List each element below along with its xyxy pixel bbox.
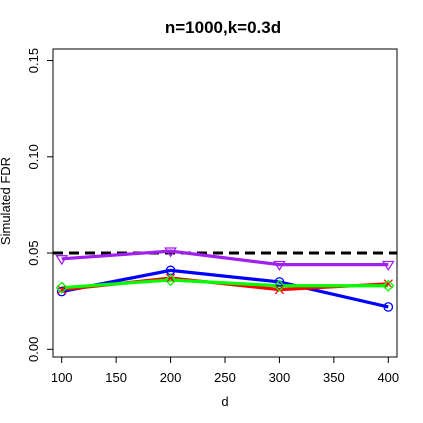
- data-point-triangle: [164, 247, 177, 258]
- data-point-diamond: [273, 279, 286, 292]
- data-point-circle: [56, 286, 67, 297]
- x-tick-label: 350: [323, 370, 345, 385]
- x-tick-label: 150: [105, 370, 127, 385]
- data-point-triangle: [55, 255, 69, 266]
- plot-frame: [52, 48, 398, 358]
- plot-layer: 100 150 200 250 300 350 400 0.00 0.05 0.10 0.15: [26, 48, 399, 385]
- series-line: [61, 268, 389, 309]
- data-point-diamond: [55, 281, 68, 294]
- y-tick-label: 0.05: [26, 240, 41, 265]
- series-line: [61, 278, 389, 290]
- x-tick-label: 100: [51, 370, 73, 385]
- x-tick-label: 200: [160, 370, 182, 385]
- x-tick-label: 400: [377, 370, 399, 385]
- y-tick-label: 0.10: [26, 144, 41, 169]
- series-line: [61, 249, 389, 267]
- data-point-cross: [57, 284, 67, 295]
- y-tick-label: 0.15: [26, 48, 41, 73]
- data-point-cross: [165, 273, 176, 283]
- data-point-cross: [383, 279, 393, 289]
- x-axis-label: d: [221, 394, 228, 409]
- chart-title: n=1000,k=0.3d: [165, 18, 281, 37]
- data-point-triangle: [273, 260, 286, 272]
- data-point-triangle: [381, 260, 395, 272]
- data-point-circle: [274, 277, 285, 287]
- data-point-circle: [383, 302, 394, 312]
- data-point-cross: [274, 284, 285, 295]
- x-tick-label: 250: [214, 370, 236, 385]
- data-point-diamond: [382, 279, 395, 292]
- x-tick-label: 300: [269, 370, 291, 385]
- y-tick-label: 0.00: [26, 337, 41, 362]
- data-point-diamond: [164, 273, 177, 287]
- y-axis-label: Simulated FDR: [0, 157, 13, 245]
